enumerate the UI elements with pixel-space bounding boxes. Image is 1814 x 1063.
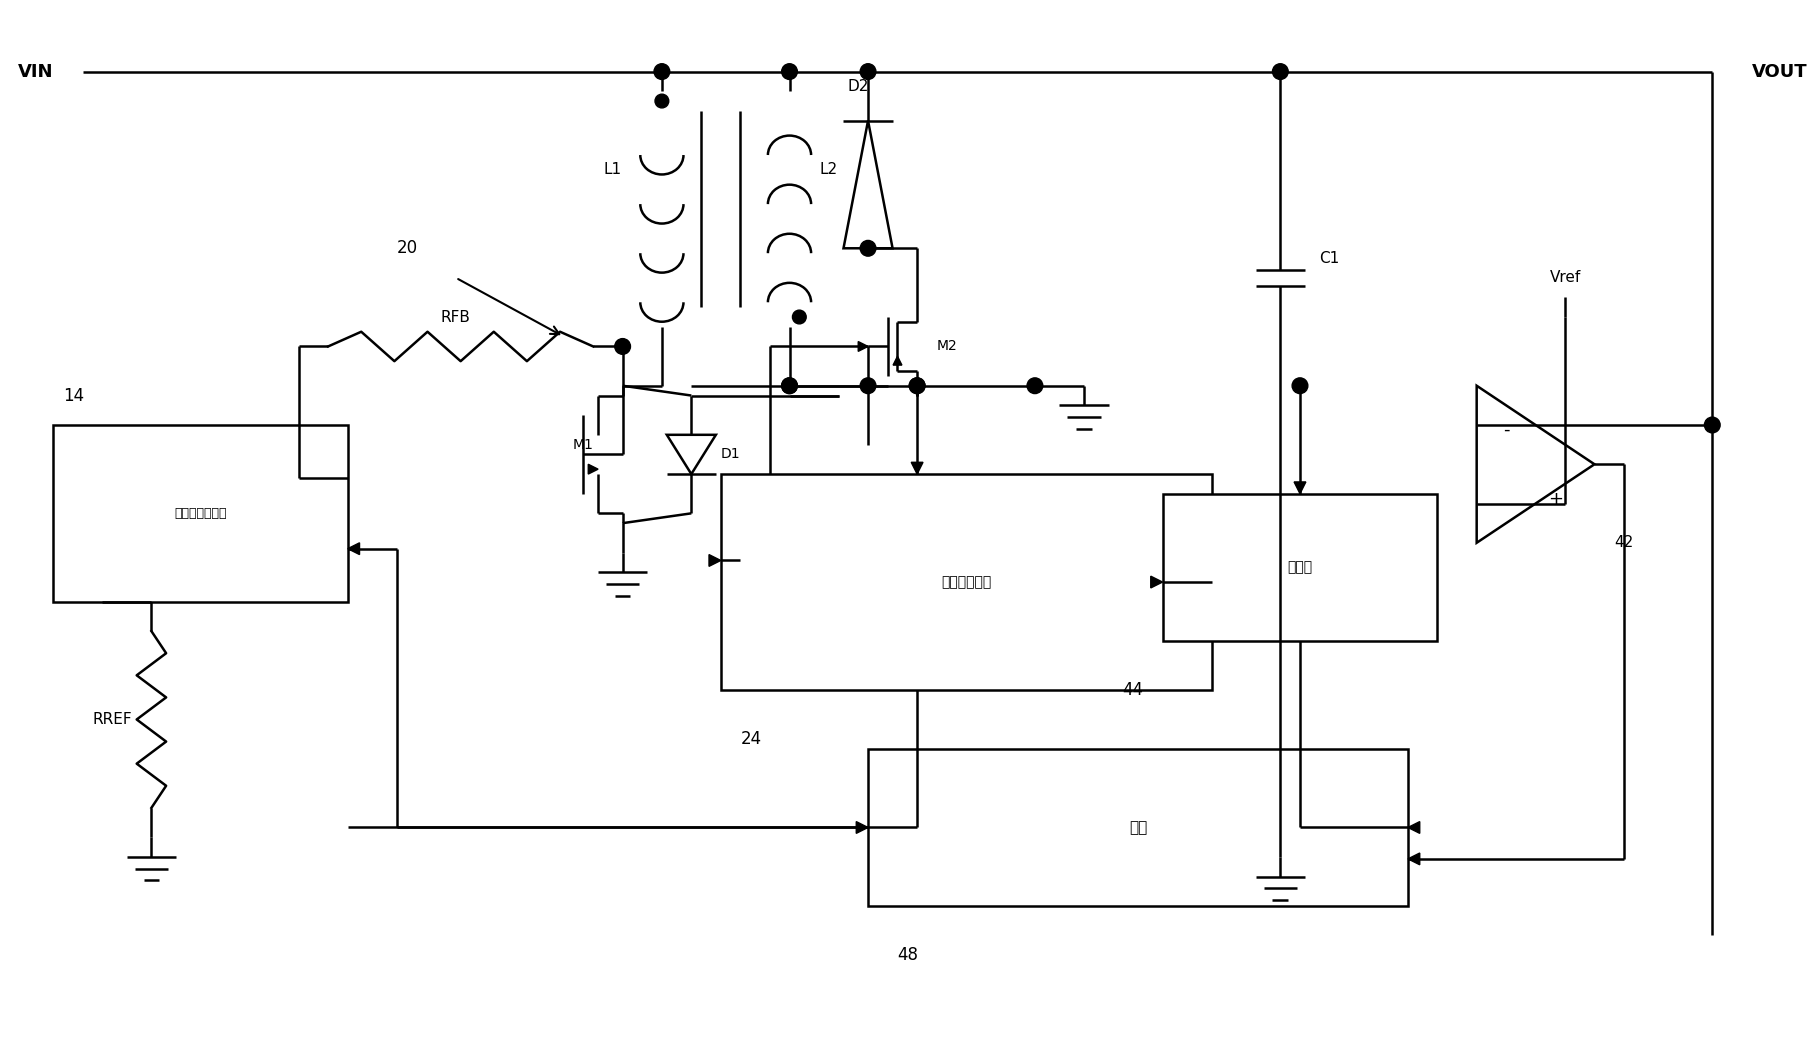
Text: RFB: RFB xyxy=(441,309,470,324)
Polygon shape xyxy=(348,543,359,555)
Bar xyxy=(720,474,1212,690)
Text: 输出调节及控制: 输出调节及控制 xyxy=(174,507,227,520)
Text: L2: L2 xyxy=(820,163,838,178)
Circle shape xyxy=(860,377,876,393)
Circle shape xyxy=(655,64,669,80)
Text: RREF: RREF xyxy=(93,712,132,727)
Text: D1: D1 xyxy=(720,448,740,461)
Text: VIN: VIN xyxy=(18,63,53,81)
Text: M1: M1 xyxy=(573,438,593,452)
Text: M2: M2 xyxy=(936,339,958,354)
Polygon shape xyxy=(911,462,923,474)
Text: D2: D2 xyxy=(847,79,869,94)
Text: C1: C1 xyxy=(1319,251,1341,266)
Polygon shape xyxy=(844,121,892,249)
Circle shape xyxy=(793,310,805,324)
Polygon shape xyxy=(1150,576,1163,588)
Text: Vref: Vref xyxy=(1549,270,1580,285)
Circle shape xyxy=(782,377,798,393)
Text: 24: 24 xyxy=(740,730,762,748)
Text: 48: 48 xyxy=(898,946,918,964)
Polygon shape xyxy=(668,435,717,474)
Circle shape xyxy=(1705,417,1720,433)
Text: VOUT: VOUT xyxy=(1752,63,1807,81)
Circle shape xyxy=(909,377,925,393)
Text: 42: 42 xyxy=(1614,536,1633,551)
Circle shape xyxy=(1027,377,1043,393)
Circle shape xyxy=(615,339,631,354)
Bar xyxy=(53,425,348,602)
Text: 20: 20 xyxy=(397,239,417,257)
Circle shape xyxy=(860,64,876,80)
Text: 同步开关控制: 同步开关控制 xyxy=(941,575,990,589)
Circle shape xyxy=(1292,377,1308,393)
Circle shape xyxy=(782,377,798,393)
Text: 14: 14 xyxy=(63,387,83,405)
Circle shape xyxy=(782,64,798,80)
Polygon shape xyxy=(858,341,869,352)
Bar xyxy=(869,749,1408,906)
Text: L1: L1 xyxy=(604,163,622,178)
Polygon shape xyxy=(1408,822,1420,833)
Polygon shape xyxy=(856,822,869,833)
Circle shape xyxy=(860,240,876,256)
Polygon shape xyxy=(892,356,902,365)
Text: -: - xyxy=(1502,421,1509,439)
Circle shape xyxy=(909,377,925,393)
Circle shape xyxy=(1272,64,1288,80)
Text: 逻辑: 逻辑 xyxy=(1128,820,1146,834)
Polygon shape xyxy=(709,555,720,567)
Text: +: + xyxy=(1547,490,1562,508)
Polygon shape xyxy=(588,465,599,474)
Polygon shape xyxy=(1408,853,1420,865)
Bar xyxy=(1163,493,1437,641)
Circle shape xyxy=(655,95,669,108)
Text: 计时器: 计时器 xyxy=(1288,560,1313,574)
Polygon shape xyxy=(1477,386,1595,543)
Text: 44: 44 xyxy=(1121,681,1143,699)
Polygon shape xyxy=(1293,482,1306,493)
